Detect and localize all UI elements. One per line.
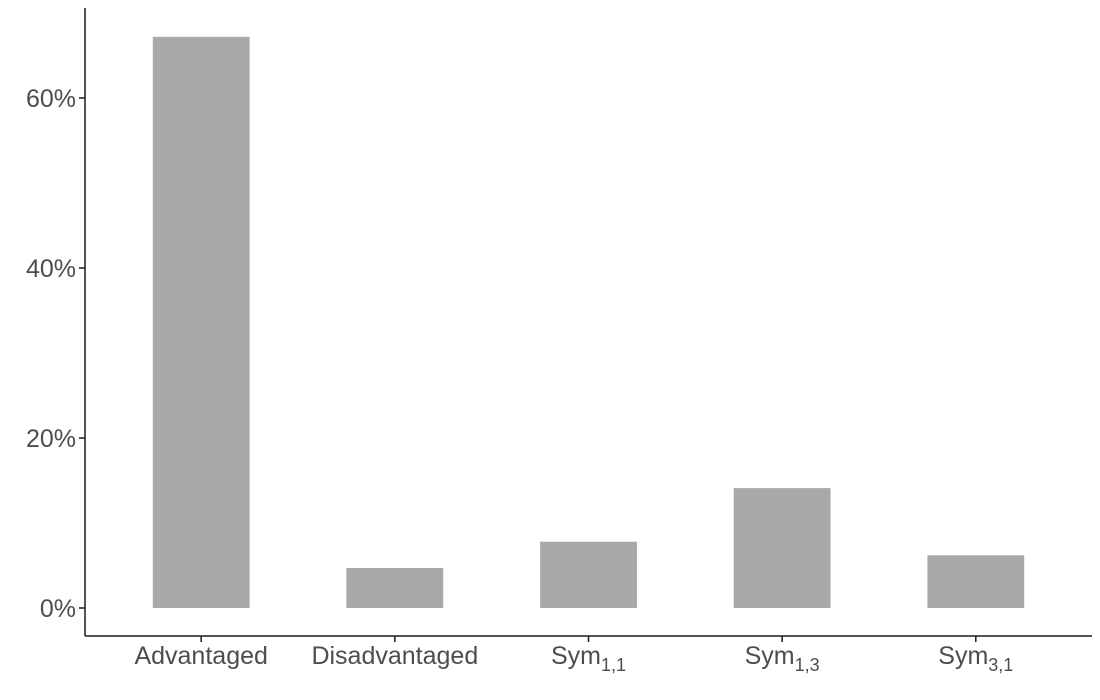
bar-disadvantaged bbox=[346, 568, 444, 608]
bar-sym-1-3 bbox=[733, 488, 831, 608]
x-tick-label-base: Sym bbox=[745, 642, 795, 670]
bars-group bbox=[152, 36, 1025, 609]
x-tick-label-base: Disadvantaged bbox=[311, 642, 478, 670]
y-tick-label: 60% bbox=[26, 85, 76, 113]
x-tick-label: Sym1,3 bbox=[745, 642, 820, 675]
x-tick-label-subscript: 1,1 bbox=[601, 655, 626, 675]
x-tick-label: Sym3,1 bbox=[938, 642, 1013, 675]
y-tick-label: 40% bbox=[26, 255, 76, 283]
x-tick-label-base: Advantaged bbox=[134, 642, 267, 670]
x-tick-label-subscript: 1,3 bbox=[795, 655, 820, 675]
x-tick-label: Disadvantaged bbox=[311, 642, 478, 670]
y-ticks-group: 0% 20% 40% 60% bbox=[26, 85, 85, 623]
x-tick-label-base: Sym bbox=[938, 642, 988, 670]
bar-advantaged bbox=[152, 36, 250, 609]
bar-sym-3-1 bbox=[927, 555, 1025, 608]
x-ticks-group: Advantaged Disadvantaged Sym1,1 Sym1,3 Sym3,… bbox=[134, 636, 1013, 675]
bar-sym-1-1 bbox=[540, 541, 637, 608]
x-tick-label: Sym1,1 bbox=[551, 642, 626, 675]
y-tick-label: 0% bbox=[40, 595, 76, 623]
x-tick-label-subscript: 3,1 bbox=[988, 655, 1013, 675]
y-tick-label: 20% bbox=[26, 425, 76, 453]
x-tick-label: Advantaged bbox=[134, 642, 267, 670]
x-tick-label-base: Sym bbox=[551, 642, 601, 670]
